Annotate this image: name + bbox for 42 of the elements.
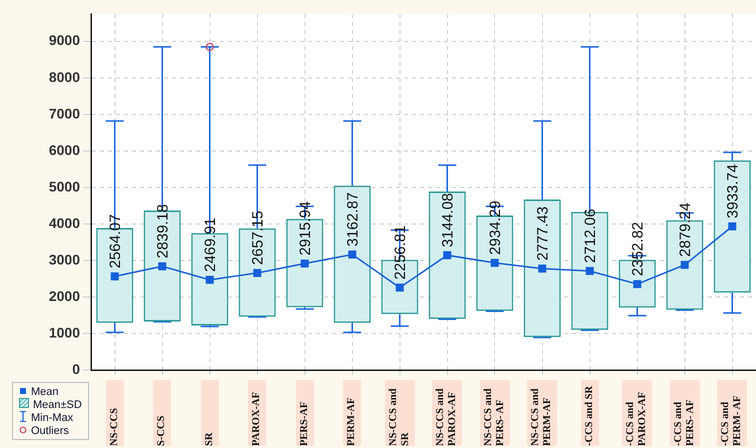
data-label: 3162.87 xyxy=(344,192,362,247)
x-tick-label: NS-CCS and PAROX-AF xyxy=(432,380,462,446)
data-label: 2564.07 xyxy=(106,214,124,268)
x-tick-label: PAROX-AF xyxy=(248,380,266,446)
x-tick-label: PERS-AF xyxy=(296,380,314,446)
data-label: 2777.43 xyxy=(534,206,552,261)
y-tick-label: 3000 xyxy=(48,251,80,268)
x-tick-label: -CCS and PAROX-AF xyxy=(622,380,652,446)
x-tick-label: NS-CCS and PERM-AF xyxy=(527,380,558,446)
x-tick-label: SR xyxy=(200,380,219,446)
text: Mean±SD xyxy=(33,398,82,410)
data-label: 2469.91 xyxy=(202,218,219,272)
x-tick-label: S-CCS xyxy=(153,380,172,446)
data-label: 2352.82 xyxy=(629,222,646,276)
data-label: 2657.15 xyxy=(249,210,266,265)
x-tick-label: NS-CCS and PERS- AF xyxy=(480,380,510,446)
x-tick-label: -CCS and PERS- AF xyxy=(670,380,700,446)
x-tick-label: -CCS and PERM- AF xyxy=(717,380,748,446)
data-label: 2915.94 xyxy=(296,201,314,256)
y-tick-label: 8000 xyxy=(48,68,80,85)
y-tick-label: 9000 xyxy=(48,32,80,48)
data-label: 3144.08 xyxy=(439,192,456,248)
data-label: 2712.06 xyxy=(582,208,599,263)
data-label: 2839.18 xyxy=(154,204,172,258)
data-label: 2934.29 xyxy=(486,200,504,255)
y-tick-label: 1000 xyxy=(48,324,80,340)
y-tick-label: 2000 xyxy=(48,288,80,304)
x-tick-label: NS-CCS and SR xyxy=(384,380,415,446)
x-tick-label: PERM-AF xyxy=(343,380,362,446)
y-tick-label: 5000 xyxy=(48,178,80,194)
x-tick-label: -CCS and SR xyxy=(580,380,599,446)
data-label: 2256.81 xyxy=(392,225,409,280)
data-label: 3933.74 xyxy=(724,164,742,218)
y-tick-label: 6000 xyxy=(48,142,80,158)
y-tick-label: 7000 xyxy=(48,105,80,122)
y-tick-label: 0 xyxy=(72,360,80,377)
y-tick-label: 4000 xyxy=(48,214,80,231)
text: Min-Max xyxy=(31,412,74,424)
text: Outliers xyxy=(31,424,69,436)
data-label: 2879.24 xyxy=(676,202,694,257)
legend-label: Mean xyxy=(31,386,59,398)
x-tick-label: NS-CCS xyxy=(106,380,124,446)
